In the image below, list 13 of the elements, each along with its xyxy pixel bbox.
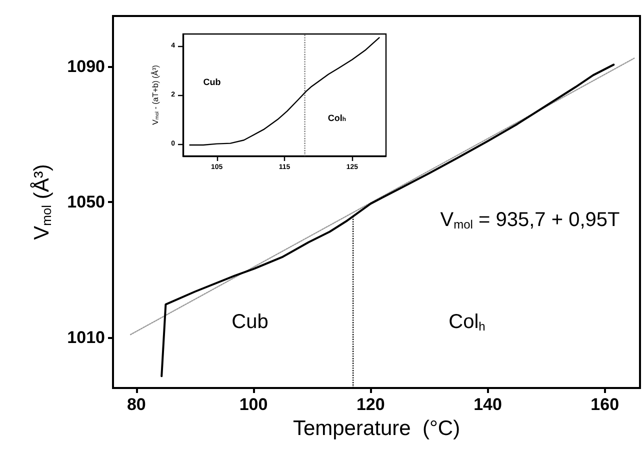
x-tick-label: 100	[239, 395, 268, 414]
y-tick-label: 1050	[67, 192, 105, 212]
x-tick-label: 160	[590, 395, 620, 414]
y-tick-label: 1010	[67, 328, 105, 347]
annotation: Cub	[232, 311, 268, 333]
line-series	[189, 37, 380, 146]
x-tick-label: 140	[474, 395, 502, 414]
y-axis-title: Vmol (Å³)	[30, 164, 54, 240]
y-tick-label: 1090	[67, 57, 105, 76]
annotation: Cub	[203, 77, 222, 87]
x-axis-title: Temperature (°C)	[292, 416, 460, 440]
x-tick-label: 120	[356, 395, 385, 414]
x-tick-label: 80	[126, 395, 146, 414]
